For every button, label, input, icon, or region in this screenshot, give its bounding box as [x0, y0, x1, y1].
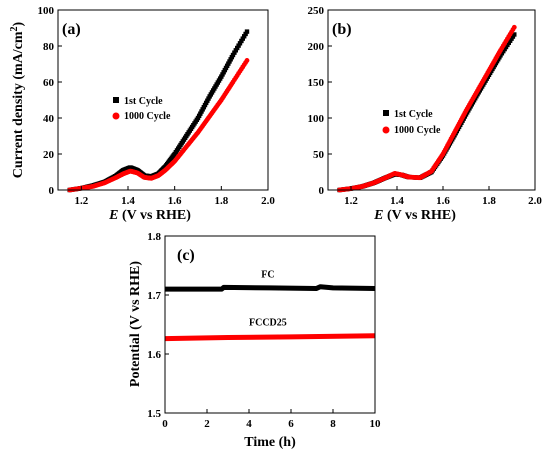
y-axis-title-a-close: ) — [11, 21, 26, 26]
point-a-0-172 — [233, 48, 238, 53]
x-tick-label-a-0: 1.2 — [74, 195, 88, 207]
x-tick-label-b-4: 2.0 — [528, 195, 542, 207]
y-axis-title-c: Potential (V vs RHE) — [128, 261, 143, 387]
point-a-1-180 — [244, 58, 250, 63]
legend-b-label-1: 1st Cycle — [394, 109, 433, 120]
chart-panel-a: 1.2 1.4 1.6 1.8 2.0 0 20 40 60 80 100 (a) E (V vs … — [9, 5, 275, 223]
x-tick-label-c-1: 2 — [204, 418, 210, 430]
x-tick-label-b-0: 1.2 — [344, 195, 358, 207]
series-layer-a — [67, 29, 250, 193]
ticks-b: 1.2 1.4 1.6 1.8 2.0 0 50 100 150 200 250 — [308, 5, 543, 207]
ticks-a: 1.2 1.4 1.6 1.8 2.0 0 20 40 60 80 100 — [38, 5, 276, 207]
y-axis-title-a-sup: 2 — [9, 26, 20, 31]
y-axis-title-a-main: Current density (mA/cm — [11, 31, 26, 178]
x-axis-title-a-var: E — [108, 208, 118, 223]
annotations-c: FC FCCD25 — [249, 269, 287, 328]
x-axis-title-a-rest: (V vs RHE) — [118, 208, 191, 223]
legend-a-marker-1 — [113, 97, 119, 103]
y-tick-label-c-2: 1.7 — [147, 290, 161, 302]
point-a-0-171 — [232, 50, 237, 55]
x-tick-label-b-2: 1.6 — [436, 195, 450, 207]
x-tick-label-a-4: 2.0 — [261, 195, 275, 207]
series-c-1 — [164, 333, 376, 342]
series-line-c-0 — [165, 284, 376, 292]
y-tick-label-b-1: 50 — [313, 149, 325, 161]
x-tick-label-c-2: 4 — [246, 418, 252, 430]
y-tick-label-c-3: 1.8 — [147, 231, 161, 243]
series-layer-c — [164, 284, 376, 342]
x-tick-label-a-2: 1.6 — [168, 195, 182, 207]
x-tick-label-c-5: 10 — [370, 418, 382, 430]
x-tick-label-c-3: 6 — [288, 418, 294, 430]
y-tick-label-b-4: 200 — [308, 41, 325, 53]
x-axis-title-a: E (V vs RHE) — [108, 208, 191, 223]
point-a-0-173 — [235, 45, 240, 51]
y-tick-label-a-4: 80 — [43, 41, 55, 53]
x-tick-label-b-3: 1.8 — [482, 195, 496, 207]
y-tick-label-a-2: 40 — [43, 113, 55, 125]
point-a-0-176 — [239, 38, 244, 44]
plot-frame-c — [164, 235, 376, 414]
legend-a-label-2: 1000 Cycle — [124, 111, 171, 122]
x-axis-title-b: E (V vs RHE) — [373, 208, 456, 223]
x-tick-label-c-4: 8 — [330, 418, 336, 430]
x-axis-title-b-rest: (V vs RHE) — [383, 208, 456, 223]
y-tick-label-c-0: 1.5 — [147, 408, 161, 420]
y-tick-label-a-0: 0 — [49, 185, 55, 197]
y-tick-label-b-0: 0 — [319, 185, 325, 197]
point-a-0-170 — [230, 52, 236, 58]
point-a-0-179 — [243, 31, 248, 37]
y-tick-label-b-5: 250 — [308, 5, 325, 17]
chart-panel-b: 1.2 1.4 1.6 1.8 2.0 0 50 100 150 200 250 (b) E (V … — [308, 5, 543, 223]
legend-a: 1st Cycle 1000 Cycle — [112, 96, 171, 122]
legend-b-marker-1 — [383, 110, 389, 116]
point-a-0-174 — [236, 43, 241, 48]
panel-label-b: (b) — [332, 21, 352, 38]
plot-frame-b — [327, 9, 536, 191]
y-tick-label-b-3: 150 — [308, 77, 325, 89]
plot-frame-a — [57, 9, 269, 191]
legend-a-label-1: 1st Cycle — [124, 96, 163, 107]
series-a-1 — [67, 58, 250, 193]
legend-a-marker-2 — [112, 112, 120, 120]
legend-b-label-2: 1000 Cycle — [394, 125, 441, 136]
series-c-0 — [165, 284, 376, 292]
point-a-0-180 — [244, 29, 250, 34]
y-tick-label-b-2: 100 — [308, 113, 325, 125]
series-line-c-1 — [164, 333, 376, 342]
y-tick-label-a-3: 60 — [43, 77, 55, 89]
y-tick-label-a-5: 100 — [38, 5, 55, 17]
point-b-1-160 — [511, 24, 517, 30]
legend-b: 1st Cycle 1000 Cycle — [382, 109, 441, 136]
point-a-0-177 — [240, 36, 245, 41]
point-b-0-160 — [512, 32, 517, 37]
point-a-0-175 — [237, 41, 243, 46]
x-axis-title-c: Time (h) — [244, 435, 296, 450]
x-axis-title-b-var: E — [373, 208, 383, 223]
annotation-c-1: FCCD25 — [249, 318, 287, 329]
point-a-0-178 — [242, 34, 247, 39]
y-tick-label-c-1: 1.6 — [147, 349, 161, 361]
x-tick-label-a-1: 1.4 — [121, 195, 135, 207]
y-tick-label-a-1: 20 — [43, 149, 55, 161]
y-axis-title-a: Current density (mA/cm2) — [9, 21, 26, 178]
panel-label-c: (c) — [177, 247, 195, 264]
annotation-c-0: FC — [261, 269, 274, 280]
chart-panel-c: 0 2 4 6 8 10 1.5 1.6 1.7 1.8 FC FCCD25 (c) Time (h… — [128, 231, 381, 450]
legend-b-marker-2 — [382, 126, 390, 134]
x-tick-label-a-3: 1.8 — [214, 195, 228, 207]
x-tick-label-b-1: 1.4 — [390, 195, 404, 207]
x-tick-label-c-0: 0 — [162, 418, 168, 430]
panel-label-a: (a) — [62, 21, 81, 38]
ticks-c: 0 2 4 6 8 10 1.5 1.6 1.7 1.8 — [147, 231, 381, 430]
